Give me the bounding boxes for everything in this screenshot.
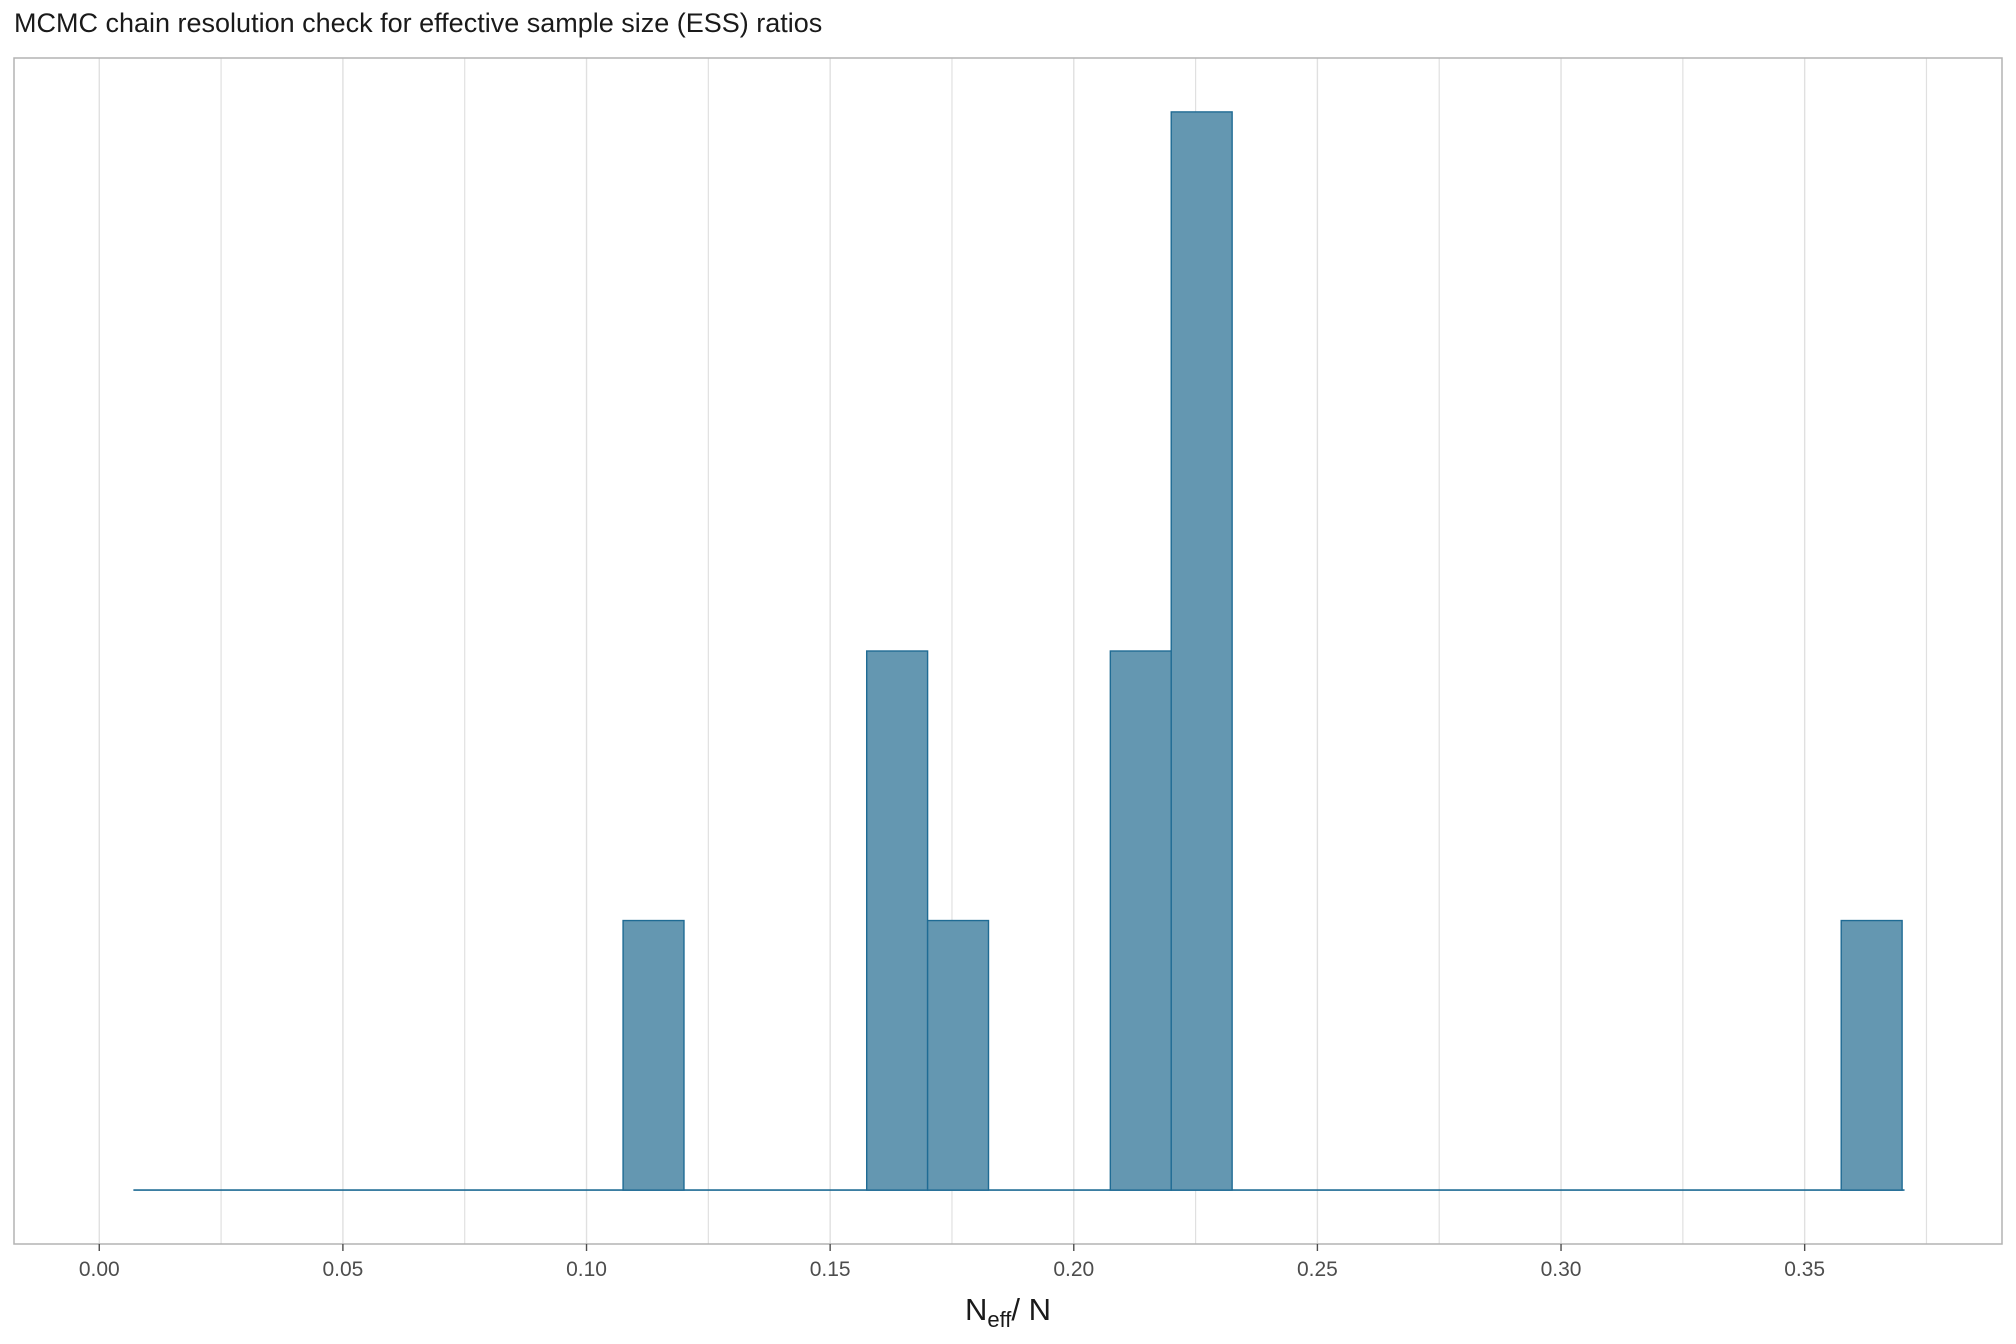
histogram-bar	[1840, 919, 1903, 1191]
x-axis-label: Neff/ N	[965, 1292, 1051, 1332]
x-axis-ticks: 0.00 0.05 0.10 0.15 0.20 0.25 0.30 0.35	[79, 1244, 1825, 1281]
chart-title: MCMC chain resolution check for effectiv…	[14, 8, 823, 38]
x-axis-label-main: N	[965, 1292, 987, 1327]
histogram-bar	[926, 919, 990, 1191]
x-tick-label: 0.15	[810, 1258, 851, 1281]
x-tick-label: 0.00	[79, 1258, 120, 1281]
x-tick-label: 0.25	[1297, 1258, 1338, 1281]
x-tick-label: 0.30	[1541, 1258, 1582, 1281]
histogram-bar	[622, 919, 685, 1191]
grid-layer	[98, 58, 1928, 1244]
x-axis-label-sub: eff	[987, 1307, 1012, 1332]
bars-layer	[133, 111, 1905, 1191]
panel-border	[13, 57, 2003, 1245]
x-tick-label: 0.05	[322, 1258, 363, 1281]
histogram-bar	[1109, 650, 1172, 1191]
x-tick-label: 0.35	[1784, 1258, 1825, 1281]
histogram-bar	[1170, 111, 1233, 1191]
x-tick-label: 0.10	[566, 1258, 607, 1281]
histogram-bar	[865, 650, 929, 1191]
x-axis-label-rest: / N	[1011, 1292, 1051, 1327]
x-tick-label: 0.20	[1053, 1258, 1094, 1281]
